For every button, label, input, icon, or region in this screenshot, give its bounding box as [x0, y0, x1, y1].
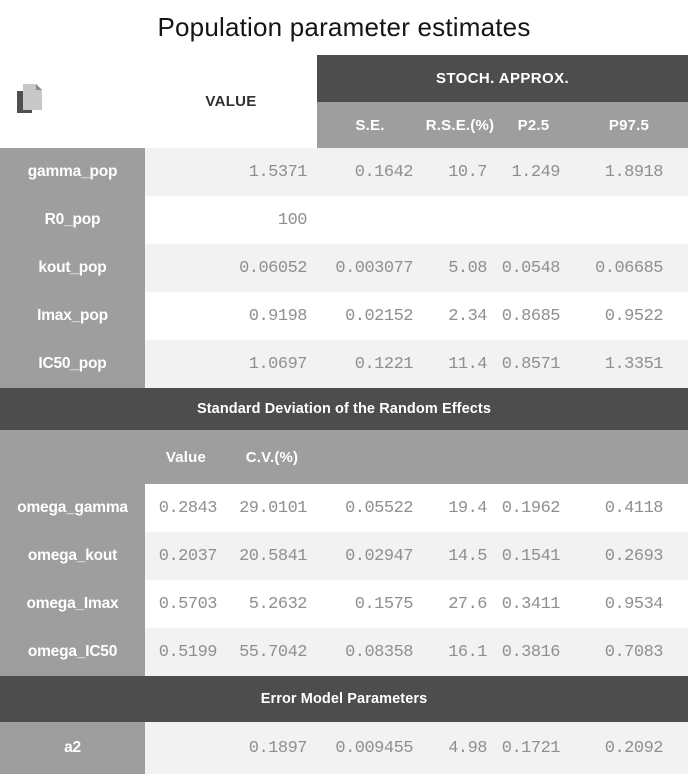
- cell-p2-5: 0.1721: [501, 738, 561, 758]
- random-effects-subheader: Value C.V.(%): [0, 430, 688, 484]
- cell-cv: 29.0101: [239, 498, 307, 518]
- cell-p2-5: 0.8685: [501, 306, 561, 326]
- table-row-r0-pop: R0_pop 100: [0, 196, 688, 244]
- cell-value: 0.06052: [239, 258, 307, 278]
- page-title: Population parameter estimates: [157, 12, 531, 42]
- subheader-spacer: [0, 430, 145, 484]
- cell-value: 100: [277, 210, 308, 230]
- cell-se: 0.003077: [335, 258, 413, 278]
- cell-se: 0.1575: [354, 594, 414, 614]
- cell-value: 0.2843: [158, 498, 218, 518]
- cell-se: 0.02947: [345, 546, 413, 566]
- row-label: R0_pop: [0, 196, 145, 244]
- row-label: omega_Imax: [0, 580, 145, 628]
- cell-se: 0.08358: [345, 642, 413, 662]
- table-row-omega-gamma: omega_gamma 0.2843 29.0101 0.05522 19.4 …: [0, 484, 688, 532]
- cell-value: 0.9198: [248, 306, 308, 326]
- cell-rse: 5.08: [448, 258, 487, 278]
- cell-se: 0.02152: [345, 306, 413, 326]
- cell-value: 1.0697: [248, 354, 308, 374]
- cell-rse: 4.98: [448, 738, 487, 758]
- section-header-random-effects: Standard Deviation of the Random Effects: [0, 388, 688, 430]
- copy-table-icon[interactable]: [14, 82, 46, 116]
- table-row-kout-pop: kout_pop 0.06052 0.003077 5.08 0.0548 0.…: [0, 244, 688, 292]
- table-row-omega-ic50: omega_IC50 0.5199 55.7042 0.08358 16.1 0…: [0, 628, 688, 676]
- cell-se: 0.1642: [354, 162, 414, 182]
- cell-p97-5: 0.9534: [604, 594, 664, 614]
- column-group-header-stoch-approx: STOCH. APPROX.: [317, 55, 688, 102]
- section-header-error-model: Error Model Parameters: [0, 676, 688, 722]
- subheader-spacer: [317, 430, 688, 484]
- cell-p2-5: 0.3411: [501, 594, 561, 614]
- row-label: omega_gamma: [0, 484, 145, 532]
- cell-p2-5: 0.8571: [501, 354, 561, 374]
- column-header-rse: R.S.E.(%): [423, 102, 497, 148]
- cell-p97-5: 1.8918: [604, 162, 664, 182]
- cell-value: 0.5199: [158, 642, 218, 662]
- cell-p2-5: 0.0548: [501, 258, 561, 278]
- row-label: Imax_pop: [0, 292, 145, 340]
- table-row-ic50-pop: IC50_pop 1.0697 0.1221 11.4 0.8571 1.335…: [0, 340, 688, 388]
- table-row-a2: a2 0.1897 0.009455 4.98 0.1721 0.2092: [0, 722, 688, 774]
- cell-p97-5: 0.2693: [604, 546, 664, 566]
- column-header-re-cv: C.V.(%): [245, 448, 299, 466]
- cell-p97-5: [570, 196, 688, 244]
- table-row-omega-imax: omega_Imax 0.5703 5.2632 0.1575 27.6 0.3…: [0, 580, 688, 628]
- cell-p2-5: [497, 196, 570, 244]
- cell-p97-5: 0.4118: [604, 498, 664, 518]
- cell-rse: 2.34: [448, 306, 487, 326]
- cell-p2-5: 1.249: [511, 162, 560, 182]
- cell-rse: 10.7: [448, 162, 487, 182]
- cell-p2-5: 0.1962: [501, 498, 561, 518]
- column-header-p97-5: P97.5: [570, 102, 688, 148]
- row-label: omega_IC50: [0, 628, 145, 676]
- cell-cv: 55.7042: [239, 642, 307, 662]
- row-label: omega_kout: [0, 532, 145, 580]
- cell-se: 0.05522: [345, 498, 413, 518]
- cell-p97-5: 0.7083: [604, 642, 664, 662]
- cell-value: 0.1897: [248, 738, 308, 758]
- cell-value: 0.5703: [158, 594, 218, 614]
- cell-cv: 20.5841: [239, 546, 307, 566]
- column-header-re-value: Value: [165, 448, 207, 466]
- cell-se: 0.1221: [354, 354, 414, 374]
- cell-rse: 19.4: [448, 498, 487, 518]
- table-row-imax-pop: Imax_pop 0.9198 0.02152 2.34 0.8685 0.95…: [0, 292, 688, 340]
- cell-p97-5: 0.2092: [604, 738, 664, 758]
- cell-cv: 5.2632: [248, 594, 308, 614]
- cell-p2-5: 0.1541: [501, 546, 561, 566]
- cell-se: 0.009455: [335, 738, 413, 758]
- cell-p2-5: 0.3816: [501, 642, 561, 662]
- cell-rse: [423, 196, 497, 244]
- cell-rse: 14.5: [448, 546, 487, 566]
- cell-p97-5: 0.06685: [595, 258, 663, 278]
- cell-value: 0.2037: [158, 546, 218, 566]
- row-label: gamma_pop: [0, 148, 145, 196]
- cell-p97-5: 0.9522: [604, 306, 664, 326]
- cell-rse: 11.4: [448, 354, 487, 374]
- table-row-gamma-pop: gamma_pop 1.5371 0.1642 10.7 1.249 1.891…: [0, 148, 688, 196]
- cell-se: [317, 196, 423, 244]
- row-label: IC50_pop: [0, 340, 145, 388]
- parameter-table: VALUE STOCH. APPROX. S.E. R.S.E.(%) P2.5…: [0, 55, 688, 774]
- header-corner: [0, 55, 145, 148]
- table-row-omega-kout: omega_kout 0.2037 20.5841 0.02947 14.5 0…: [0, 532, 688, 580]
- column-header-se: S.E.: [317, 102, 423, 148]
- table-header: VALUE STOCH. APPROX. S.E. R.S.E.(%) P2.5…: [0, 55, 688, 148]
- cell-p97-5: 1.3351: [604, 354, 664, 374]
- column-header-p2-5: P2.5: [497, 102, 570, 148]
- cell-rse: 27.6: [448, 594, 487, 614]
- cell-value: 1.5371: [248, 162, 308, 182]
- row-label: a2: [0, 722, 145, 774]
- cell-rse: 16.1: [448, 642, 487, 662]
- column-header-value: VALUE: [145, 55, 317, 148]
- row-label: kout_pop: [0, 244, 145, 292]
